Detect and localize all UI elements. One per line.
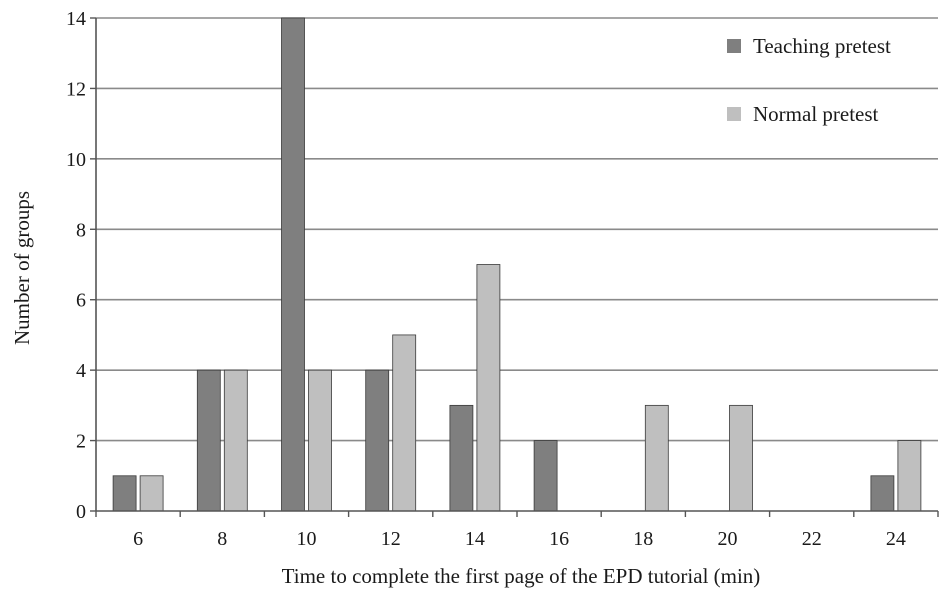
legend: Teaching pretest Normal pretest bbox=[727, 34, 891, 126]
x-tick-label: 12 bbox=[381, 528, 401, 550]
x-tick-label: 22 bbox=[802, 528, 822, 550]
legend-label-teaching-pretest: Teaching pretest bbox=[753, 34, 891, 58]
bar-normal-pretest-18 bbox=[645, 405, 668, 511]
bar-teaching-pretest-16 bbox=[534, 441, 557, 511]
y-axis-title: Number of groups bbox=[10, 191, 34, 345]
y-tick-label: 6 bbox=[76, 290, 86, 312]
x-tick-label: 20 bbox=[718, 528, 738, 550]
legend-swatch-normal-pretest bbox=[727, 107, 741, 121]
x-axis-title: Time to complete the first page of the E… bbox=[282, 564, 761, 588]
bar-normal-pretest-8 bbox=[224, 370, 247, 511]
bar-normal-pretest-14 bbox=[477, 265, 500, 512]
x-tick-label: 16 bbox=[549, 528, 569, 550]
x-tick-labels: 6 8 10 12 14 16 18 20 22 24 bbox=[133, 528, 906, 550]
x-tick-label: 18 bbox=[633, 528, 653, 550]
y-tick-label: 0 bbox=[76, 501, 86, 523]
x-tick-label: 24 bbox=[886, 528, 906, 550]
bar-teaching-pretest-14 bbox=[450, 405, 473, 511]
x-tick-label: 10 bbox=[297, 528, 317, 550]
legend-swatch-teaching-pretest bbox=[727, 39, 741, 53]
y-tick-label: 2 bbox=[76, 431, 86, 453]
bar-teaching-pretest-24 bbox=[871, 476, 894, 511]
bar-normal-pretest-24 bbox=[898, 441, 921, 511]
y-tick-label: 14 bbox=[66, 8, 86, 30]
bar-normal-pretest-6 bbox=[140, 476, 163, 511]
bar-normal-pretest-12 bbox=[393, 335, 416, 511]
bar-normal-pretest-20 bbox=[730, 405, 753, 511]
x-tick-label: 6 bbox=[133, 528, 143, 550]
y-tick-label: 4 bbox=[76, 360, 86, 382]
x-tick-label: 8 bbox=[217, 528, 227, 550]
legend-label-normal-pretest: Normal pretest bbox=[753, 102, 879, 126]
bar-teaching-pretest-10 bbox=[282, 18, 305, 511]
y-tick-labels: 0 2 4 6 8 10 12 14 bbox=[66, 8, 86, 523]
y-tick-label: 8 bbox=[76, 219, 86, 241]
bar-teaching-pretest-8 bbox=[197, 370, 220, 511]
x-tick-label: 14 bbox=[465, 528, 485, 550]
bars bbox=[113, 18, 921, 511]
gridlines bbox=[96, 18, 938, 441]
bar-normal-pretest-10 bbox=[309, 370, 332, 511]
bar-teaching-pretest-12 bbox=[366, 370, 389, 511]
y-tick-label: 10 bbox=[66, 149, 86, 171]
bar-teaching-pretest-6 bbox=[113, 476, 136, 511]
y-tick-label: 12 bbox=[66, 78, 86, 100]
